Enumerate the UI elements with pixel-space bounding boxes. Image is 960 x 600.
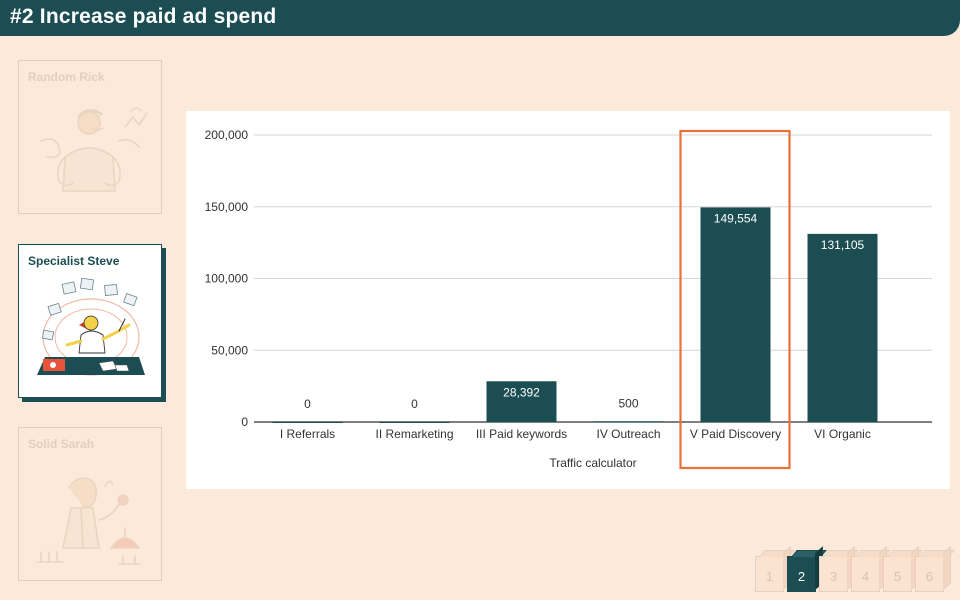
bar-value-label: 0 bbox=[304, 397, 311, 411]
y-tick-label: 200,000 bbox=[205, 128, 249, 142]
persona-card-specialist-steve[interactable]: Specialist Steve bbox=[18, 244, 162, 398]
page-button-5[interactable]: 5 bbox=[883, 556, 912, 592]
y-tick-label: 100,000 bbox=[205, 272, 249, 286]
persona-name: Random Rick bbox=[28, 70, 105, 84]
page-header: #2 Increase paid ad spend bbox=[0, 0, 960, 36]
x-tick-label: I Referrals bbox=[280, 427, 335, 441]
page-button-3[interactable]: 3 bbox=[819, 556, 848, 592]
bar-value-label: 28,392 bbox=[503, 385, 540, 399]
page-button-2[interactable]: 2 bbox=[787, 556, 816, 592]
x-tick-label: III Paid keywords bbox=[476, 427, 567, 441]
bar-value-label: 131,105 bbox=[821, 238, 865, 252]
bar bbox=[700, 207, 771, 422]
bar bbox=[486, 381, 557, 422]
page-button-1[interactable]: 1 bbox=[755, 556, 784, 592]
bar bbox=[593, 421, 664, 423]
bar-value-label: 0 bbox=[411, 397, 418, 411]
x-tick-label: VI Organic bbox=[814, 427, 871, 441]
persona-card-random-rick[interactable]: Random Rick bbox=[18, 60, 162, 214]
bar-value-label: 500 bbox=[618, 396, 638, 410]
highlight-box bbox=[679, 129, 791, 470]
bar-value-label: 149,554 bbox=[714, 211, 758, 225]
bar bbox=[379, 422, 450, 423]
y-tick-label: 150,000 bbox=[205, 200, 249, 214]
bar bbox=[807, 233, 878, 422]
bar bbox=[272, 422, 343, 423]
page-title: #2 Increase paid ad spend bbox=[10, 5, 277, 28]
persona-card-solid-sarah[interactable]: Solid Sarah bbox=[18, 427, 162, 581]
page-button-4[interactable]: 4 bbox=[851, 556, 880, 592]
traffic-bar-chart: 0 50,000 100,000 150,000 200,000 0 I Referrals… bbox=[205, 128, 932, 470]
x-axis-title: Traffic calculator bbox=[549, 456, 636, 470]
x-tick-label: II Remarketing bbox=[375, 427, 453, 441]
specialist-steve-illustration bbox=[37, 277, 145, 376]
traffic-chart-card: 0 50,000 100,000 150,000 200,000 0 I Referrals… bbox=[186, 111, 950, 489]
page-button-6[interactable]: 6 bbox=[915, 556, 944, 592]
x-tick-label: IV Outreach bbox=[596, 427, 660, 441]
solid-sarah-illustration bbox=[36, 477, 141, 565]
y-tick-label: 50,000 bbox=[211, 343, 248, 357]
y-tick-label: 0 bbox=[241, 415, 248, 429]
persona-name: Specialist Steve bbox=[28, 254, 120, 268]
random-rick-illustration bbox=[40, 107, 148, 192]
x-tick-label: V Paid Discovery bbox=[690, 427, 781, 441]
persona-name: Solid Sarah bbox=[28, 437, 95, 451]
